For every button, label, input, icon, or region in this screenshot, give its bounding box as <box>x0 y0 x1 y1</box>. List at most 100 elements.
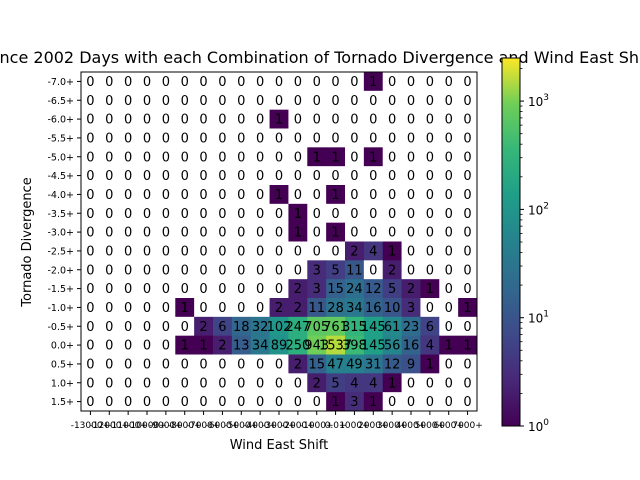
y-tick-label: -5.0+ <box>48 152 75 163</box>
cell-value-label: 1 <box>294 226 302 241</box>
cell-value-label: 0 <box>218 131 226 146</box>
cell-value-label: 0 <box>162 339 170 354</box>
cell-value-label: 0 <box>426 376 434 391</box>
cell-value-label: 0 <box>388 395 396 410</box>
cell-value-label: 0 <box>86 339 94 354</box>
cell-value-label: 0 <box>181 207 189 222</box>
heatmap-cell <box>420 279 440 299</box>
cell-value-label: 0 <box>426 188 434 203</box>
cell-value-label: 0 <box>124 395 132 410</box>
cell-value-label: 0 <box>407 244 415 259</box>
cell-value-label: 0 <box>426 207 434 222</box>
cell-value-label: 0 <box>388 150 396 165</box>
heatmap-cell <box>175 185 195 205</box>
cell-value-label: 0 <box>350 113 358 128</box>
cell-value-label: 0 <box>105 263 113 278</box>
heatmap-cell <box>250 109 270 129</box>
cell-value-label: 0 <box>199 169 207 184</box>
heatmap-cell <box>439 203 459 224</box>
x-tick-label: -11000+ <box>108 421 147 431</box>
cell-value-label: 0 <box>350 131 358 146</box>
cell-value-label: 2 <box>199 320 207 335</box>
cell-value-label: 0 <box>218 94 226 109</box>
heatmap-cell <box>326 392 346 412</box>
cell-value-label: 15 <box>327 282 344 297</box>
heatmap-cell <box>420 298 440 318</box>
cell-value-label: 11 <box>346 263 363 278</box>
cell-value-label: 4 <box>426 339 434 354</box>
heatmap-cell <box>213 354 233 374</box>
cell-value-label: 0 <box>445 131 453 146</box>
heatmap-cell <box>250 166 270 186</box>
heatmap-cell <box>363 373 384 393</box>
colorbar-gradient <box>501 57 521 427</box>
heatmap-cell <box>401 241 421 261</box>
cell-value-label: 0 <box>143 357 151 372</box>
cell-value-label: 0 <box>445 207 453 222</box>
cell-value-label: 0 <box>124 75 132 90</box>
cell-value-label: 0 <box>445 376 453 391</box>
heatmap-cell <box>458 392 478 412</box>
heatmap-cell <box>401 316 421 337</box>
cell-value-label: 0 <box>407 207 415 222</box>
heatmap-cell <box>269 166 289 186</box>
cell-value-label: 0 <box>463 282 471 297</box>
cell-value-label: 0 <box>181 113 189 128</box>
heatmap-cell <box>99 392 120 412</box>
cell-value-label: 1 <box>369 75 377 90</box>
heatmap-cell <box>326 373 346 393</box>
heatmap-cell <box>288 185 308 205</box>
cell-value-label: 0 <box>199 113 207 128</box>
cell-value-label: 0 <box>86 301 94 316</box>
cell-value-label: 1 <box>331 150 339 165</box>
cell-value-label: 16 <box>365 301 382 316</box>
heatmap-cell <box>99 90 120 111</box>
cell-value-label: 0 <box>313 113 321 128</box>
cell-value-label: 0 <box>181 75 189 90</box>
cell-value-label: 0 <box>463 131 471 146</box>
cell-value-label: 0 <box>445 244 453 259</box>
heatmap-cell <box>439 316 459 337</box>
heatmap-cell <box>137 241 157 261</box>
cell-value-label: 0 <box>181 150 189 165</box>
cell-value-label: 0 <box>124 320 132 335</box>
cell-value-label: 0 <box>143 226 151 241</box>
heatmap-cell <box>137 147 157 167</box>
cell-value-label: 2 <box>407 282 415 297</box>
heatmap-cell <box>81 298 101 318</box>
heatmap-cell <box>250 222 270 242</box>
cell-value-label: 1 <box>181 339 189 354</box>
cell-value-label: 0 <box>162 357 170 372</box>
heatmap-cell <box>213 128 233 148</box>
cell-value-label: 12 <box>384 357 401 372</box>
cell-value-label: 0 <box>463 244 471 259</box>
cell-value-label: 0 <box>275 150 283 165</box>
cell-value-label: 2 <box>388 263 396 278</box>
cell-value-label: 0 <box>124 207 132 222</box>
heatmap-cell <box>458 166 478 186</box>
heatmap-cell <box>194 203 214 224</box>
cell-value-label: 11 <box>308 301 325 316</box>
heatmap-cell <box>175 354 195 374</box>
heatmap-cell <box>118 128 138 148</box>
cell-value-label: 0 <box>143 320 151 335</box>
x-tick-label: -9000+ <box>149 421 183 431</box>
heatmap-cell <box>401 128 421 148</box>
cell-value-label: 0 <box>313 395 321 410</box>
cell-value-label: 34 <box>252 339 269 354</box>
heatmap-cell <box>269 279 289 299</box>
cell-value-label: 943 <box>304 339 329 354</box>
heatmap-cell <box>439 185 459 205</box>
cell-value-label: 3 <box>350 395 358 410</box>
x-tick-label: 2000+ <box>358 421 388 431</box>
cell-value-label: 32 <box>252 320 269 335</box>
cell-value-label: 0 <box>313 244 321 259</box>
heatmap-cell <box>81 185 101 205</box>
colorbar-tick-label: 101 <box>528 310 549 326</box>
cell-value-label: 315 <box>342 320 367 335</box>
cell-value-label: 61 <box>384 320 401 335</box>
cell-value-label: 0 <box>124 244 132 259</box>
heatmap-cell <box>99 241 120 261</box>
cell-value-label: 0 <box>275 75 283 90</box>
heatmap-cell <box>194 279 214 299</box>
